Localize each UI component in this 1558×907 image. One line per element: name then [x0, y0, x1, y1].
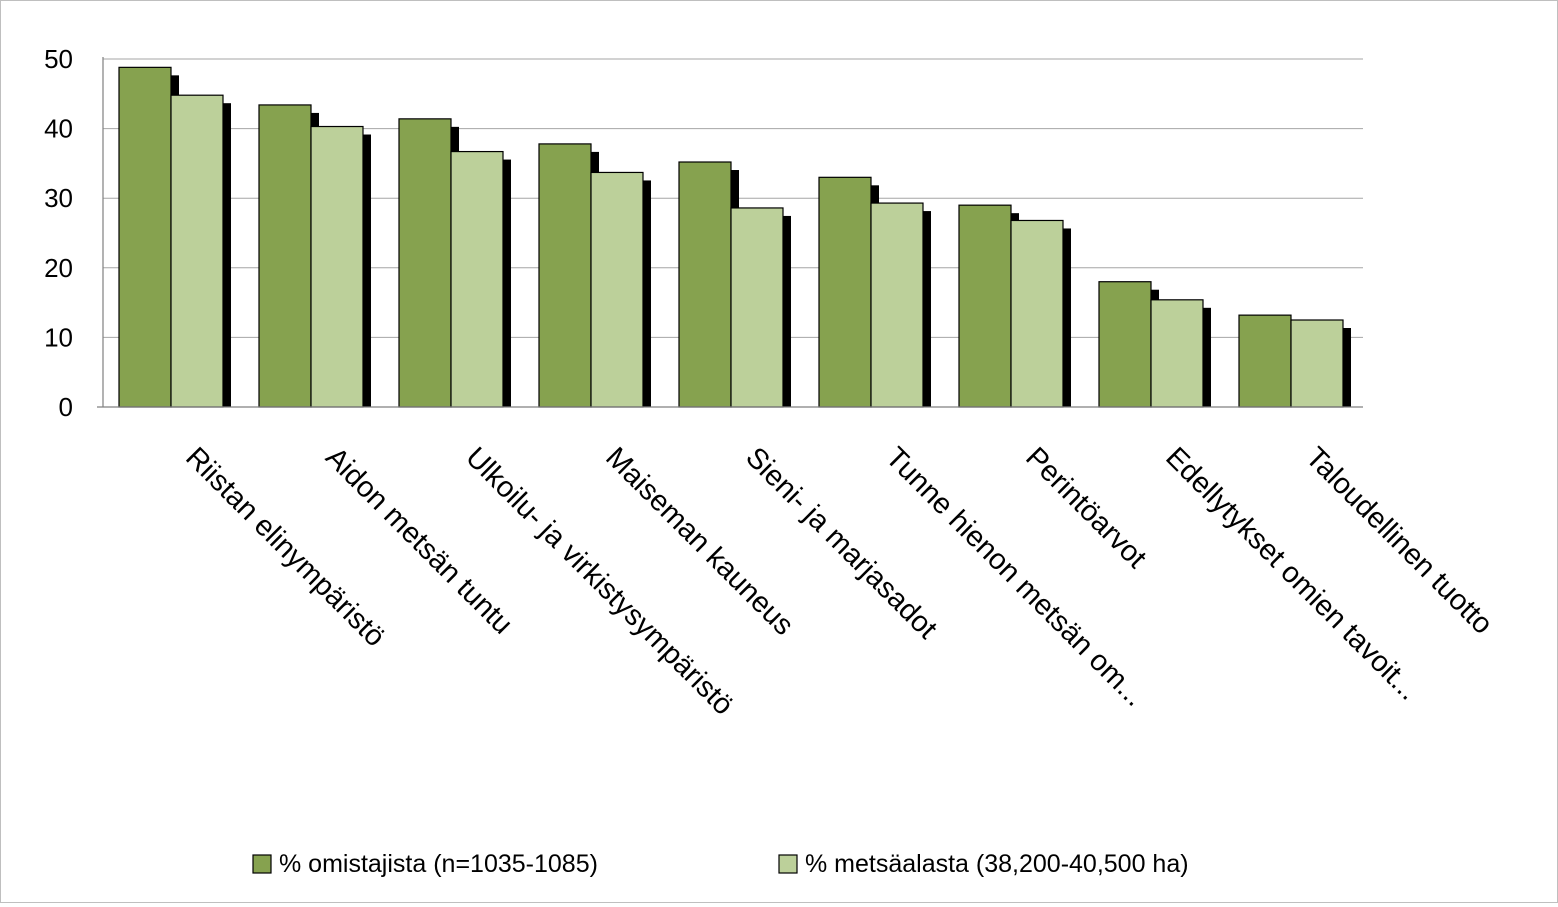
legend: % omistajista (n=1035-1085) % metsäalasta… — [252, 850, 1189, 878]
bar-1-2 — [258, 104, 312, 408]
y-tick-label: 40 — [44, 114, 73, 144]
x-tick-label: Ulkoilu- ja virkistysympäristö — [459, 441, 739, 721]
axes — [97, 57, 1363, 408]
bar-2-2 — [310, 125, 364, 408]
bar-2-1 — [170, 94, 224, 408]
bar-2-6 — [870, 202, 924, 408]
y-tick-label: 20 — [44, 253, 73, 283]
y-tick-label: 30 — [44, 183, 73, 213]
bar-2-5 — [730, 207, 784, 408]
bar-1-6 — [818, 176, 872, 408]
bar-2-4 — [590, 171, 644, 408]
x-tick-label: Edellytykset omien tavoit... — [1159, 441, 1424, 706]
y-tick-label: 10 — [44, 322, 73, 352]
bar-2-3 — [450, 150, 504, 408]
y-tick-label: 50 — [44, 44, 73, 74]
bar-1-5 — [678, 161, 732, 408]
bar-1-8 — [1098, 281, 1152, 408]
bar-2-8 — [1150, 299, 1204, 408]
bar-1-4 — [538, 143, 592, 408]
legend-label: % omistajista (n=1035-1085) — [279, 850, 598, 878]
legend-swatch — [252, 854, 272, 874]
bar-1-7 — [958, 204, 1012, 408]
legend-item: % metsäalasta (38,200-40,500 ha) — [778, 850, 1189, 878]
legend-label: % metsäalasta (38,200-40,500 ha) — [805, 850, 1189, 878]
y-tick-label: 0 — [59, 392, 73, 422]
bar-1-9 — [1238, 314, 1292, 408]
bar-1-3 — [398, 118, 452, 408]
x-tick-label: Tunne hienon metsän om... — [879, 441, 1151, 713]
y-tick-labels: 0 10 20 30 40 50 — [44, 44, 73, 422]
legend-swatch — [778, 854, 798, 874]
bar-2-9 — [1290, 319, 1344, 408]
bar-2-7 — [1010, 219, 1064, 408]
x-tick-label: Perintöarvot — [1019, 441, 1152, 574]
bar-1-1 — [118, 66, 172, 408]
bars — [118, 66, 1344, 408]
legend-item: % omistajista (n=1035-1085) — [252, 850, 598, 878]
